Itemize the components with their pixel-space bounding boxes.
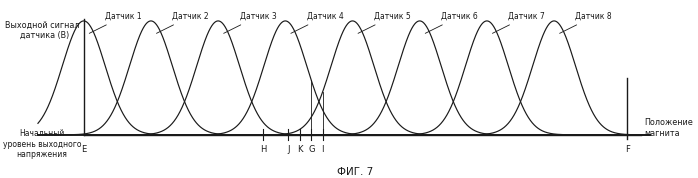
Text: G: G: [308, 145, 315, 154]
Text: Положение
магнита: Положение магнита: [644, 118, 693, 138]
Text: Выходной сигнал
  датчика (В): Выходной сигнал датчика (В): [4, 21, 79, 40]
Text: Датчик 3: Датчик 3: [223, 12, 276, 33]
Text: Датчик 6: Датчик 6: [425, 12, 478, 33]
Text: H: H: [260, 145, 267, 154]
Text: Датчик 7: Датчик 7: [492, 12, 545, 33]
Text: Датчик 4: Датчик 4: [291, 12, 343, 33]
Text: J: J: [287, 145, 290, 154]
Text: I: I: [322, 145, 324, 154]
Text: Датчик 2: Датчик 2: [156, 12, 209, 33]
Text: F: F: [625, 145, 630, 154]
Text: Датчик 1: Датчик 1: [89, 12, 142, 33]
Text: Датчик 8: Датчик 8: [560, 12, 612, 33]
Text: Датчик 5: Датчик 5: [358, 12, 410, 33]
Text: E: E: [81, 145, 87, 154]
Text: ФИГ. 7: ФИГ. 7: [337, 167, 373, 177]
Text: K: K: [297, 145, 302, 154]
Text: Начальный
уровень выходного
напряжения: Начальный уровень выходного напряжения: [3, 129, 81, 159]
